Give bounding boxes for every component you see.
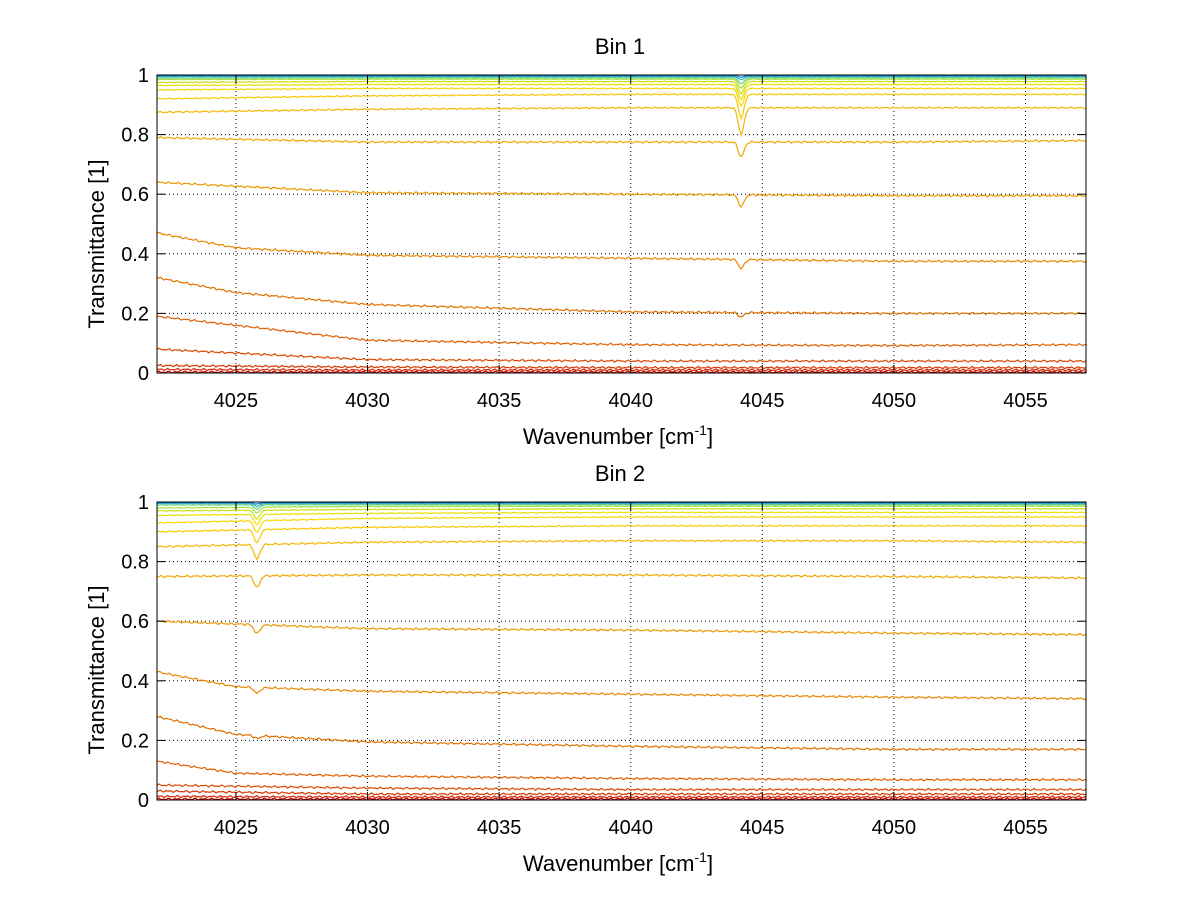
- y-tick-label: 0.2: [121, 730, 149, 752]
- series-line: [156, 106, 1087, 137]
- plot-panel-bin-2: Bin 2 4025 4030 4035 4040 4045 4050 4055 00.20…: [84, 461, 1087, 876]
- series-line: [156, 789, 1087, 796]
- y-tick-label: 0.8: [121, 552, 149, 574]
- series-line: [156, 670, 1087, 701]
- series-line: [156, 367, 1087, 372]
- series-line: [156, 502, 1087, 508]
- x-tick-label: 4040: [608, 390, 653, 412]
- y-tick-label: 0.8: [121, 125, 149, 147]
- series-line: [156, 315, 1087, 348]
- x-axis-label: Wavenumber [cm-1]: [523, 422, 713, 449]
- x-tick-label: 4025: [214, 390, 259, 412]
- series-line: [156, 505, 1087, 514]
- y-axis-label: Transmittance [1]: [84, 159, 109, 328]
- x-tick-label: 4045: [740, 817, 785, 839]
- series-line: [156, 136, 1087, 158]
- series-line: [156, 75, 1087, 81]
- axes-box: [156, 501, 1087, 801]
- y-ticks: 0 0.2 0.4 0.6 0.8 1: [121, 492, 1086, 812]
- y-tick-label: 0.4: [121, 671, 149, 693]
- x-ticks: 4025 4030 4035 4040 4045 4050 4055: [214, 502, 1048, 839]
- series-line: [156, 363, 1087, 370]
- x-tick-label: 4040: [608, 817, 653, 839]
- y-axis-label: Transmittance [1]: [84, 585, 109, 754]
- series-lines: [156, 74, 1087, 374]
- x-tick-label: 4055: [1003, 390, 1048, 412]
- series-line: [156, 87, 1087, 108]
- series-line: [156, 507, 1087, 520]
- x-axis-label: Wavenumber [cm-1]: [523, 849, 713, 876]
- plot-title: Bin 2: [595, 461, 645, 486]
- series-line: [157, 276, 1087, 318]
- series-line: [156, 524, 1087, 544]
- x-ticks: 4025 4030 4035 4040 4045 4050 4055: [214, 75, 1048, 412]
- x-tick-label: 4035: [477, 390, 522, 412]
- y-tick-label: 0.4: [121, 244, 149, 266]
- x-tick-label: 4030: [345, 817, 390, 839]
- series-line: [156, 78, 1087, 89]
- series-line: [156, 783, 1087, 792]
- plot-panel-bin-1: Bin 1 4025 4030 4035 4040 4045 4050 4055 00.20…: [84, 34, 1087, 449]
- series-line: [156, 760, 1087, 782]
- x-tick-label: 4035: [477, 817, 522, 839]
- x-tick-label: 4025: [214, 817, 259, 839]
- y-ticks: 0 0.2 0.4 0.6 0.8 1: [121, 65, 1086, 385]
- series-line: [156, 511, 1087, 526]
- series-line: [156, 93, 1087, 121]
- series-line: [156, 181, 1087, 208]
- axes-box: [156, 74, 1087, 374]
- series-line: [156, 503, 1087, 510]
- series-line: [156, 347, 1087, 364]
- y-tick-label: 0: [138, 363, 149, 385]
- series-line: [156, 794, 1087, 799]
- series-line: [156, 715, 1087, 752]
- series-line: [156, 76, 1087, 85]
- y-tick-label: 0.6: [121, 184, 149, 206]
- series-line: [156, 80, 1087, 95]
- series-line: [156, 620, 1087, 637]
- y-tick-label: 1: [138, 65, 149, 87]
- y-tick-label: 0.2: [121, 303, 149, 325]
- y-tick-label: 0: [138, 790, 149, 812]
- x-tick-label: 4050: [872, 390, 917, 412]
- x-tick-label: 4050: [872, 817, 917, 839]
- grid-lines: [157, 502, 1086, 800]
- grid-lines: [157, 75, 1086, 373]
- series-lines: [156, 501, 1087, 801]
- series-line: [156, 231, 1087, 271]
- y-tick-label: 1: [138, 492, 149, 514]
- x-tick-label: 4045: [740, 390, 785, 412]
- series-line: [156, 573, 1087, 588]
- series-line: [156, 515, 1087, 533]
- series-line: [156, 83, 1087, 101]
- series-line: [156, 538, 1087, 561]
- plot-title: Bin 1: [595, 34, 645, 59]
- x-tick-label: 4030: [345, 390, 390, 412]
- y-tick-label: 0.6: [121, 611, 149, 633]
- x-tick-label: 4055: [1003, 817, 1048, 839]
